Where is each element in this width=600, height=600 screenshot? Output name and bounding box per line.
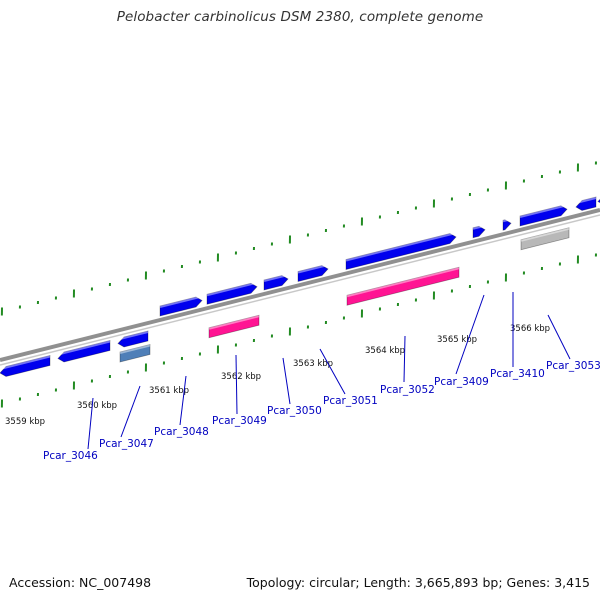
scale-tick-label: 3566 kbp xyxy=(510,324,550,334)
gene-feature xyxy=(0,354,51,377)
gene-feature xyxy=(297,265,329,283)
gene-highlight xyxy=(502,218,512,223)
gene-highlight xyxy=(117,331,149,341)
gene-label-leader xyxy=(179,375,187,426)
gene-highlight xyxy=(57,340,111,356)
gene-highlight xyxy=(119,344,151,354)
gene-feature xyxy=(263,275,289,291)
scale-tick-label: 3563 kbp xyxy=(293,359,333,369)
gene-feature xyxy=(345,233,457,271)
gene-label[interactable]: Pcar_3050 xyxy=(267,405,322,417)
gene-highlight xyxy=(297,264,329,274)
gene-label[interactable]: Pcar_3048 xyxy=(154,426,209,438)
gene-feature xyxy=(346,266,460,306)
scale-tick-label: 3561 kbp xyxy=(149,386,189,396)
gene-label[interactable]: Pcar_3410 xyxy=(490,368,545,380)
gene-feature xyxy=(519,205,568,227)
scale-tick-label: 3560 kbp xyxy=(77,401,117,411)
gene-feature xyxy=(520,227,570,251)
scale-tick-label: 3559 kbp xyxy=(5,417,45,427)
gene-feature xyxy=(206,282,258,305)
gene-feature xyxy=(117,330,149,348)
gene-label-leader xyxy=(87,397,94,450)
gene-highlight xyxy=(597,195,600,199)
gene-label-leader xyxy=(547,314,571,360)
scale-tick-label: 3562 kbp xyxy=(221,372,261,382)
gene-label-leader xyxy=(403,335,406,383)
gene-highlight xyxy=(519,204,568,218)
gene-highlight xyxy=(208,315,260,330)
gene-highlight xyxy=(263,274,289,282)
gene-highlight xyxy=(472,224,486,230)
accession-text: Accession: NC_007498 xyxy=(9,575,152,590)
gene-highlight xyxy=(159,295,203,308)
gene-label-leader xyxy=(282,357,291,405)
gene-label-leader xyxy=(455,294,485,375)
gene-highlight xyxy=(520,227,570,242)
gene-feature xyxy=(575,196,597,211)
gene-label[interactable]: Pcar_3046 xyxy=(43,450,98,462)
gene-highlight xyxy=(575,197,597,204)
gene-feature xyxy=(472,225,486,239)
gene-feature xyxy=(208,314,260,339)
gene-feature xyxy=(502,219,512,231)
gene-label-leader xyxy=(235,354,238,415)
gene-highlight xyxy=(206,281,258,297)
genome-summary-text: Topology: circular; Length: 3,665,893 bp… xyxy=(246,575,590,590)
gene-highlight xyxy=(346,267,460,298)
gene-label[interactable]: Pcar_3409 xyxy=(434,376,489,388)
gene-label-leader xyxy=(319,348,346,395)
gene-feature xyxy=(159,296,203,317)
gene-label-leader xyxy=(120,385,141,438)
scale-tick-label: 3565 kbp xyxy=(437,335,477,345)
gene-highlight xyxy=(345,232,457,262)
gene-label[interactable]: Pcar_3053 xyxy=(546,360,600,372)
gene-label[interactable]: Pcar_3049 xyxy=(212,415,267,427)
map-title: Pelobacter carbinolicus DSM 2380, comple… xyxy=(116,9,484,25)
backbone-line xyxy=(0,208,600,362)
gene-feature xyxy=(119,343,151,363)
backbone-shadow xyxy=(0,214,600,366)
gene-label[interactable]: Pcar_3051 xyxy=(323,395,378,407)
gene-label[interactable]: Pcar_3047 xyxy=(99,438,154,450)
gene-highlight xyxy=(0,355,51,370)
scale-tick-label: 3564 kbp xyxy=(365,346,405,356)
gene-label[interactable]: Pcar_3052 xyxy=(380,384,435,396)
gene-feature xyxy=(57,339,111,363)
